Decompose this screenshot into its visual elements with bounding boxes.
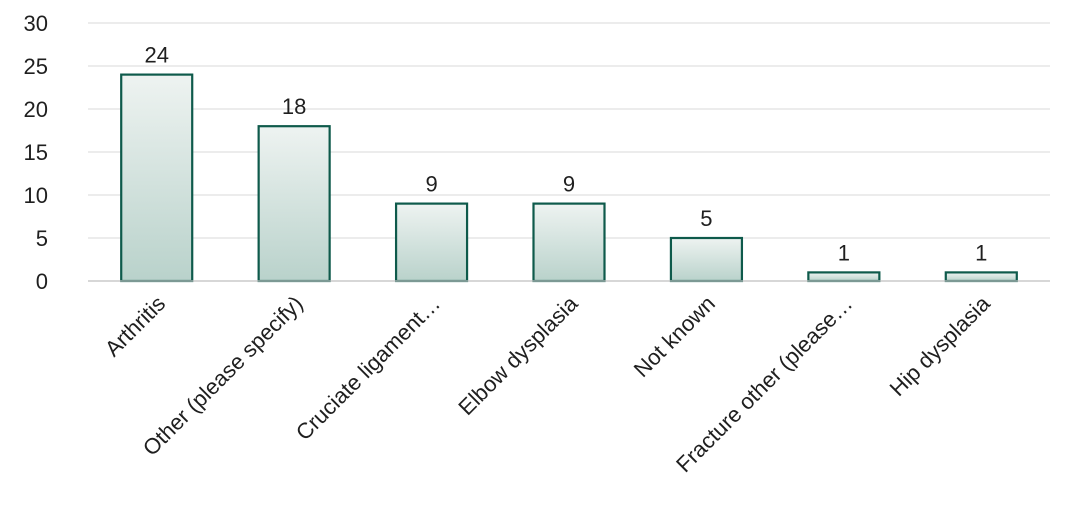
bar	[532, 202, 606, 283]
category-label: Not known	[629, 291, 720, 382]
bars	[120, 73, 1018, 283]
bar	[944, 271, 1018, 283]
category-label: Cruciate ligament…	[291, 291, 445, 445]
data-label: 1	[838, 240, 850, 265]
y-tick-label: 0	[36, 269, 48, 294]
data-labels: 24 18 9 9 5 1 1	[144, 43, 987, 266]
category-label: Elbow dysplasia	[453, 290, 583, 420]
bar	[120, 73, 194, 283]
category-label: Arthritis	[100, 291, 170, 361]
bar	[257, 125, 331, 283]
data-label: 9	[425, 172, 437, 197]
bar	[394, 202, 469, 283]
y-tick-label: 5	[36, 226, 48, 251]
gridlines	[88, 22, 1050, 239]
data-label: 9	[563, 172, 575, 197]
y-tick-label: 20	[24, 97, 48, 122]
data-label: 1	[975, 240, 987, 265]
category-label: Hip dysplasia	[885, 290, 996, 401]
data-label: 5	[700, 206, 712, 231]
y-axis-tick-labels: 0 5 10 15 20 25 30	[24, 11, 48, 294]
y-tick-label: 15	[24, 140, 48, 165]
y-tick-label: 30	[24, 11, 48, 36]
y-tick-label: 25	[24, 54, 48, 79]
y-tick-label: 10	[24, 183, 48, 208]
data-label: 24	[144, 43, 168, 68]
bar	[807, 271, 881, 283]
category-label: Other (please specify)	[138, 291, 308, 461]
bar	[669, 236, 744, 283]
data-label: 18	[282, 94, 306, 119]
